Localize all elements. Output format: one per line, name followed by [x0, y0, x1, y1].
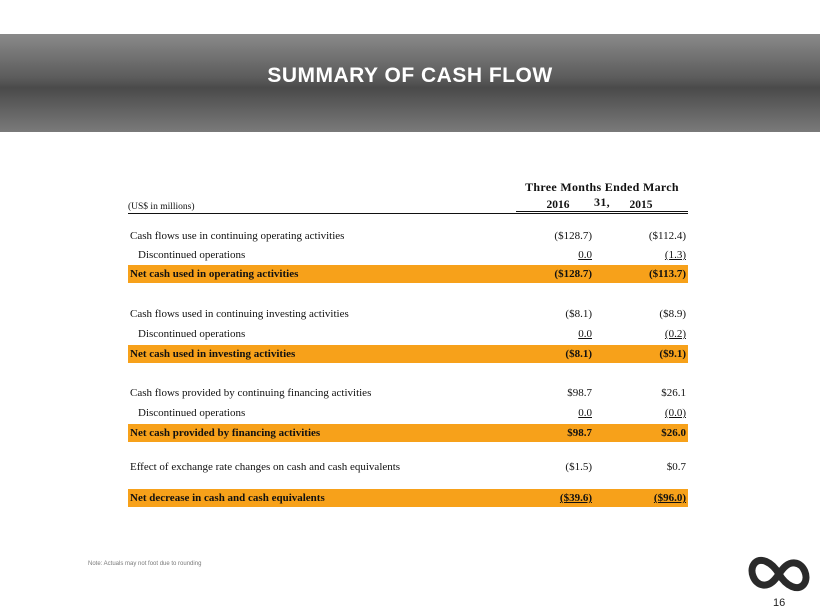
value-2015: ($113.7)	[649, 268, 686, 280]
total-row: Net cash used in investing activities ($…	[128, 345, 688, 363]
value-2015: ($9.1)	[659, 348, 686, 360]
units-label: (US$ in millions)	[128, 202, 195, 212]
table-row: Discontinued operations 0.0 (0.2)	[128, 324, 688, 344]
page-number: 16	[773, 597, 786, 609]
value-2016: 0.0	[578, 407, 592, 419]
row-label: Discontinued operations	[138, 249, 246, 261]
column-header-2015: 2015	[629, 199, 653, 211]
value-2016: ($128.7)	[554, 230, 592, 242]
value-2015: $26.0	[661, 427, 686, 439]
table-row: Effect of exchange rate changes on cash …	[128, 457, 688, 477]
row-label: Effect of exchange rate changes on cash …	[130, 461, 401, 473]
table-row: Cash flows provided by continuing financ…	[128, 383, 688, 403]
total-row: Net cash used in operating activities ($…	[128, 265, 688, 283]
value-2016: $98.7	[567, 387, 592, 399]
total-row: Net cash provided by financing activitie…	[128, 424, 688, 442]
value-2015: $26.1	[661, 387, 686, 399]
period-header: Three Months Ended March 31,	[516, 180, 688, 212]
value-2015: ($112.4)	[648, 230, 686, 242]
value-2016: 0.0	[578, 328, 592, 340]
value-2016: $98.7	[567, 427, 592, 439]
row-label: Discontinued operations	[138, 328, 246, 340]
value-2016: 0.0	[578, 249, 592, 261]
value-2016: ($39.6)	[559, 492, 592, 504]
value-2016: ($8.1)	[565, 308, 592, 320]
value-2015: (1.3)	[664, 249, 686, 261]
row-label: Net decrease in cash and cash equivalent…	[130, 492, 325, 504]
title-band: SUMMARY OF CASH FLOW	[0, 34, 820, 132]
row-label: Net cash used in operating activities	[130, 268, 299, 280]
value-2016: ($128.7)	[554, 268, 592, 280]
row-label: Net cash provided by financing activitie…	[130, 427, 321, 439]
table-row: Cash flows use in continuing operating a…	[128, 226, 688, 246]
infinity-loop-logo-icon	[748, 556, 810, 592]
table-row: Discontinued operations 0.0 (1.3)	[128, 245, 688, 265]
value-2015: $0.7	[666, 461, 686, 473]
value-2016: ($8.1)	[565, 348, 592, 360]
table-row: Cash flows used in continuing investing …	[128, 304, 688, 324]
row-label: Cash flows used in continuing investing …	[130, 308, 349, 320]
column-header-2016: 2016	[546, 199, 570, 211]
row-label: Net cash used in investing activities	[130, 348, 296, 360]
value-2015: ($96.0)	[653, 492, 686, 504]
row-label: Discontinued operations	[138, 407, 246, 419]
footnote: Note: Actuals may not foot due to roundi…	[88, 561, 202, 567]
slide-title: SUMMARY OF CASH FLOW	[267, 64, 553, 87]
table-row: Discontinued operations 0.0 (0.0)	[128, 403, 688, 423]
value-2015: (0.2)	[664, 328, 686, 340]
total-row: Net decrease in cash and cash equivalent…	[128, 489, 688, 507]
row-label: Cash flows use in continuing operating a…	[130, 230, 345, 242]
value-2015: (0.0)	[664, 407, 686, 419]
value-2015: ($8.9)	[659, 308, 686, 320]
header-rule	[128, 213, 688, 214]
value-2016: ($1.5)	[565, 461, 592, 473]
row-label: Cash flows provided by continuing financ…	[130, 387, 372, 399]
